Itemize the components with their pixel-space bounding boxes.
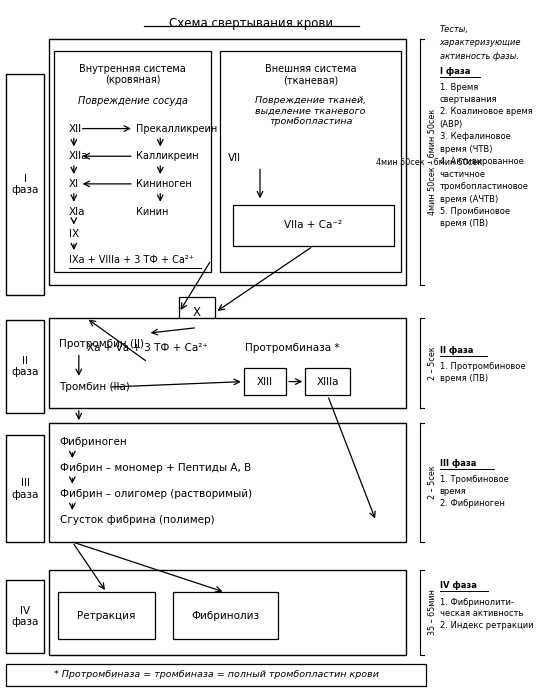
Bar (305, 368, 350, 396)
Bar (233, 205, 393, 246)
Text: 2. Коалиновое время: 2. Коалиновое время (440, 108, 532, 117)
Text: IV фаза: IV фаза (440, 581, 477, 590)
Text: XIа: XIа (69, 207, 85, 217)
Text: 1. Тромбиновое: 1. Тромбиновое (440, 475, 508, 484)
Text: 2. Индекс ретракции: 2. Индекс ретракции (440, 621, 533, 630)
Text: XIIIа: XIIIа (317, 377, 339, 387)
Text: X: X (193, 306, 201, 319)
Text: Схема свертывания крови: Схема свертывания крови (169, 17, 333, 31)
Text: Фибриноген: Фибриноген (60, 437, 128, 448)
Bar (58, 333, 238, 362)
Text: XIIа: XIIа (69, 151, 88, 161)
Text: III
фаза: III фаза (11, 478, 39, 500)
Text: VIIа + Са⁻²: VIIа + Са⁻² (284, 220, 342, 230)
Bar (54, 51, 211, 272)
Text: время (ПВ): время (ПВ) (440, 219, 487, 228)
Text: 1. Фибринолити-: 1. Фибринолити- (440, 598, 514, 607)
Text: Протромбиназа *: Протромбиназа * (245, 343, 339, 353)
Text: IV
фаза: IV фаза (11, 606, 39, 627)
Text: активность фазы.: активность фазы. (440, 52, 518, 61)
Text: Тромбин (IIа): Тромбин (IIа) (59, 382, 129, 392)
Bar (220, 51, 401, 272)
Text: Ретракция: Ретракция (77, 611, 136, 621)
Bar (244, 368, 286, 396)
Text: Кинин: Кинин (137, 207, 169, 217)
Text: IX: IX (69, 229, 79, 239)
Bar (173, 593, 277, 639)
Text: Протромбин (II): Протромбин (II) (59, 339, 144, 349)
Text: I фаза: I фаза (440, 67, 470, 76)
Text: характеризующие: характеризующие (440, 38, 521, 47)
Text: 1. Протромбиновое: 1. Протромбиновое (440, 362, 525, 371)
Text: III фаза: III фаза (440, 459, 476, 468)
Text: XI: XI (69, 179, 79, 189)
Text: Фибрин – мономер + Пептиды А, В: Фибрин – мономер + Пептиды А, В (60, 463, 251, 473)
Text: 2 – 5сек: 2 – 5сек (428, 466, 437, 499)
Text: Фибринолиз: Фибринолиз (191, 611, 259, 621)
Bar (7, 435, 44, 542)
Text: I
фаза: I фаза (11, 174, 39, 196)
Bar (49, 423, 406, 542)
Text: частичное: частичное (440, 170, 485, 178)
Text: время (ПВ): время (ПВ) (440, 373, 487, 382)
Text: 3. Кефалиновое: 3. Кефалиновое (440, 133, 510, 142)
Text: (АВР): (АВР) (440, 120, 463, 129)
Text: свертывания: свертывания (440, 95, 497, 104)
Text: 5. Промбиновое: 5. Промбиновое (440, 207, 510, 216)
Text: VII: VII (228, 153, 241, 163)
Bar (7, 74, 44, 295)
Text: Внешняя система
(тканевая): Внешняя система (тканевая) (265, 64, 356, 85)
Text: Внутренняя система
(кровяная): Внутренняя система (кровяная) (79, 64, 186, 85)
Text: Фибрин – олигомер (растворимый): Фибрин – олигомер (растворимый) (60, 489, 252, 498)
Text: тромбопластиновое: тромбопластиновое (440, 182, 529, 191)
Text: * Протромбиназа = тромбиназа = полный тромбопластин крови: * Протромбиназа = тромбиназа = полный тр… (54, 670, 379, 679)
Text: 2 – 5сек: 2 – 5сек (428, 346, 437, 380)
Text: II
фаза: II фаза (11, 355, 39, 377)
Text: Прекалликреин: Прекалликреин (137, 124, 218, 133)
Bar (7, 320, 44, 413)
Text: Сгусток фибрина (полимер): Сгусток фибрина (полимер) (60, 515, 214, 525)
Bar (179, 297, 215, 328)
Text: 2. Фибриноген: 2. Фибриноген (440, 500, 504, 509)
Bar (49, 40, 406, 285)
Text: время (АЧТВ): время (АЧТВ) (440, 194, 498, 203)
Text: 4. Активированное: 4. Активированное (440, 158, 523, 167)
Text: ческая активность: ческая активность (440, 609, 523, 618)
Text: 4мин 50сек – 6мин 50сек: 4мин 50сек – 6мин 50сек (428, 109, 437, 215)
Text: Ха + Vа + 3 ТФ + Са²⁺: Ха + Vа + 3 ТФ + Са²⁺ (88, 343, 208, 353)
Text: время (ЧТВ): время (ЧТВ) (440, 145, 492, 154)
Text: время: время (440, 487, 466, 496)
Text: II фаза: II фаза (440, 346, 473, 355)
Text: 35 – 65мин: 35 – 65мин (428, 589, 437, 636)
Bar (58, 593, 155, 639)
Text: 1. Время: 1. Время (440, 83, 478, 92)
Text: XIII: XIII (257, 377, 273, 387)
Text: XII: XII (69, 124, 82, 133)
Bar (49, 570, 406, 654)
Text: Повреждение тканей,
выделение тканевого
тромбопластина: Повреждение тканей, выделение тканевого … (255, 96, 366, 126)
Bar (7, 580, 44, 653)
Bar (49, 318, 406, 408)
Text: Калликреин: Калликреин (137, 151, 199, 161)
Text: Тесты,: Тесты, (440, 24, 468, 33)
Text: IXа + VIIIа + 3 ТФ + Са²⁺: IXа + VIIIа + 3 ТФ + Са²⁺ (69, 255, 194, 265)
Text: Повреждение сосуда: Повреждение сосуда (78, 96, 188, 106)
Text: Кининоген: Кининоген (137, 179, 192, 189)
Text: 4мин 50сек – 6мин 50сек: 4мин 50сек – 6мин 50сек (376, 158, 482, 167)
Bar (7, 663, 426, 686)
